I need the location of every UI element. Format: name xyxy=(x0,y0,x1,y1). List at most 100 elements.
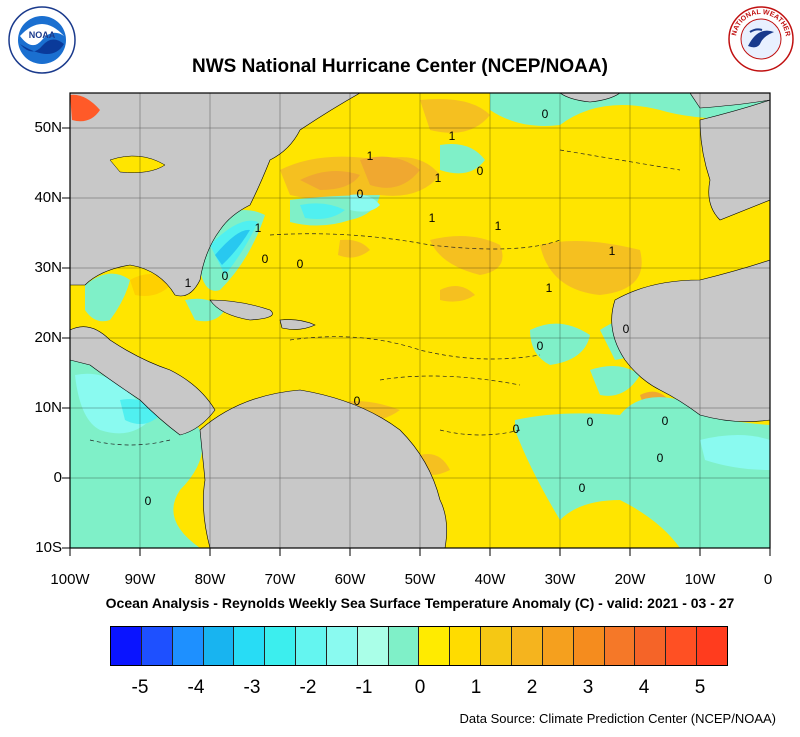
legend-swatch xyxy=(326,627,358,665)
legend-swatch xyxy=(450,627,482,665)
lat-label: 20N xyxy=(34,329,62,346)
axis-ticks xyxy=(62,127,771,556)
contour-label: 1 xyxy=(609,244,616,258)
legend-swatch xyxy=(111,627,142,665)
lon-label: 90W xyxy=(124,571,156,588)
contour-label: 0 xyxy=(513,422,520,436)
legend-swatch xyxy=(234,627,266,665)
legend-swatch xyxy=(419,627,451,665)
contour-label: 1 xyxy=(495,219,502,233)
lon-label: 40W xyxy=(474,571,506,588)
map-grid xyxy=(70,93,770,548)
contour-label: 0 xyxy=(662,414,669,428)
legend-swatch xyxy=(481,627,512,665)
cuba-land xyxy=(209,299,273,321)
legend-swatch xyxy=(542,627,574,665)
cold-anomaly-core xyxy=(700,435,770,470)
lat-label: 50N xyxy=(34,119,62,136)
lon-label: 20W xyxy=(614,571,646,588)
contour-label: 0 xyxy=(623,322,630,336)
warm-anomaly-core xyxy=(360,156,420,188)
map-subtitle: Ocean Analysis - Reynolds Weekly Sea Sur… xyxy=(105,595,735,611)
legend-label: 5 xyxy=(694,677,706,698)
lat-label: 0 xyxy=(53,469,62,486)
warm-anomaly-patch xyxy=(440,286,475,302)
south-america-land xyxy=(199,389,447,548)
cold-anomaly-core xyxy=(215,229,250,265)
contour-label: 0 xyxy=(657,451,664,465)
warm-anomaly-core xyxy=(300,171,360,190)
contour-label: 1 xyxy=(255,221,262,235)
legend-swatch xyxy=(666,627,698,665)
warm-anomaly-patch xyxy=(338,239,370,258)
legend-swatch xyxy=(573,627,605,665)
greenland-iceland-land xyxy=(559,93,621,103)
lon-label: 60W xyxy=(334,571,366,588)
legend-swatch xyxy=(141,627,173,665)
cold-anomaly-patch xyxy=(515,397,770,548)
legend-swatch xyxy=(357,627,389,665)
cold-anomaly-patch xyxy=(85,273,130,322)
legend-label: -1 xyxy=(355,677,373,698)
data-source-note: Data Source: Climate Prediction Center (… xyxy=(459,711,776,726)
great-lakes xyxy=(109,155,166,173)
lon-label: 50W xyxy=(404,571,436,588)
hispaniola-land xyxy=(279,319,316,330)
contour-label: 0 xyxy=(542,107,549,121)
warm-anomaly-patch xyxy=(420,99,490,133)
lon-label: 100W xyxy=(50,571,90,588)
contour-label: 1 xyxy=(435,171,442,185)
north-america-land xyxy=(70,93,361,297)
warm-anomaly-patch xyxy=(430,236,503,275)
contour-label: 1 xyxy=(185,276,192,290)
cold-anomaly-patch xyxy=(440,144,485,174)
contour-label: 0 xyxy=(587,415,594,429)
contour-label: 1 xyxy=(449,129,456,143)
contour-label: 1 xyxy=(546,281,553,295)
legend-label: -4 xyxy=(187,677,205,698)
lat-label: 30N xyxy=(34,259,62,276)
legend-label: 2 xyxy=(526,677,538,698)
legend-label: -3 xyxy=(243,677,261,698)
contour-label: 1 xyxy=(367,149,374,163)
legend-swatch xyxy=(697,627,727,665)
color-legend-bar xyxy=(110,626,728,666)
hot-anomaly-patch xyxy=(70,94,100,122)
lat-label: 40N xyxy=(34,189,62,206)
contour-label: 0 xyxy=(262,252,269,266)
contour-label: 0 xyxy=(357,187,364,201)
legend-label: 1 xyxy=(470,677,482,698)
legend-swatch xyxy=(511,627,543,665)
legend-swatch xyxy=(265,627,297,665)
lat-label: 10S xyxy=(35,539,62,556)
legend-swatch xyxy=(604,627,636,665)
lon-label: 10W xyxy=(684,571,716,588)
legend-label: 3 xyxy=(582,677,594,698)
legend-label: 4 xyxy=(638,677,650,698)
legend-swatch xyxy=(296,627,327,665)
legend-label: -5 xyxy=(131,677,149,698)
contour-lines xyxy=(89,149,681,446)
legend-swatch xyxy=(635,627,667,665)
lat-label: 10N xyxy=(34,399,62,416)
contour-label: 0 xyxy=(145,494,152,508)
legend-label: -2 xyxy=(299,677,317,698)
cold-anomaly-core xyxy=(300,203,345,219)
cold-anomaly-core xyxy=(350,194,380,212)
contour-label: 0 xyxy=(537,339,544,353)
noaa-logo-icon: NOAA xyxy=(8,6,76,74)
lon-label: 30W xyxy=(544,571,576,588)
contour-label: 0 xyxy=(477,164,484,178)
lon-label: 70W xyxy=(264,571,296,588)
map-frame xyxy=(69,92,771,549)
contour-label: 0 xyxy=(297,257,304,271)
contour-label: 1 xyxy=(429,211,436,225)
contour-label-layer: 1 1 1 1 1 1 1 1 1 0 0 0 0 0 0 0 0 0 0 0 0 0 0 0 xyxy=(145,107,669,508)
noaa-logo-text: NOAA xyxy=(29,30,56,40)
contour-label: 0 xyxy=(222,269,229,283)
nws-logo-icon: NATIONAL WEATHER SERVICE xyxy=(728,6,794,72)
page-title: NWS National Hurricane Center (NCEP/NOAA… xyxy=(192,56,608,77)
sst-anomaly-map: 1 1 1 1 1 1 1 1 1 0 0 0 0 0 0 0 0 0 0 0 0 0 0 0 xyxy=(62,92,771,556)
cold-anomaly-patch xyxy=(590,366,640,396)
legend-label: 0 xyxy=(414,677,426,698)
